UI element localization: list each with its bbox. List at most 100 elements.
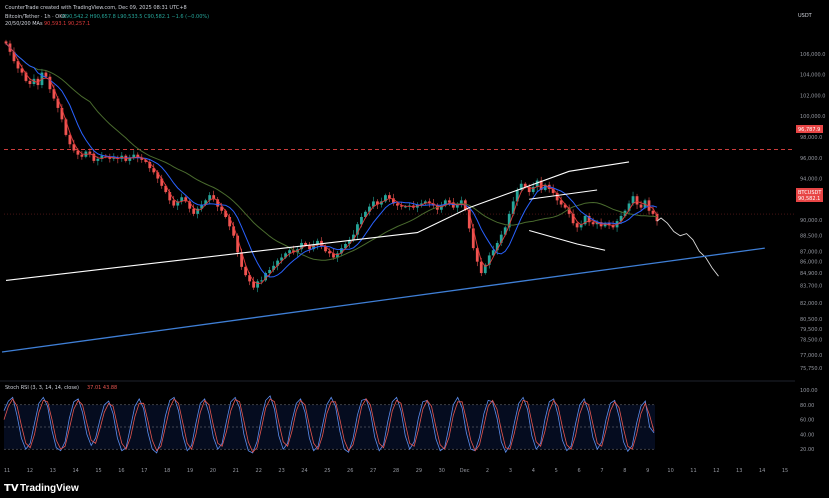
candle [48, 73, 52, 93]
candle [140, 154, 144, 163]
candle-body [212, 195, 216, 200]
price-tick: 90,000.0 [800, 218, 822, 224]
price-tick: 94,000.0 [800, 177, 822, 183]
candle-body [80, 154, 84, 157]
candle-body [471, 228, 475, 249]
candle-body [216, 199, 220, 207]
candle-body [587, 215, 591, 223]
candle [148, 158, 152, 172]
candle-body [579, 224, 583, 228]
candle [168, 189, 172, 205]
candle [555, 190, 559, 205]
candle [571, 209, 575, 226]
rising-channel-upper [469, 161, 630, 209]
candle [388, 192, 391, 203]
stoch-tick: 60.00 [800, 418, 814, 424]
price-axis[interactable]: 106,000.0 104,000.0 102,000.0 100,000.0 98,0… [800, 52, 825, 372]
price-tick: 86,000.0 [800, 260, 822, 266]
candle-body [60, 107, 64, 120]
candle [467, 206, 471, 233]
stoch-tick: 80.00 [800, 403, 814, 409]
candle-body [356, 224, 359, 235]
candle-body [268, 269, 271, 274]
stoch-tick: 20.00 [800, 447, 814, 453]
candle-body [503, 227, 507, 235]
candle-body [112, 157, 116, 159]
candle [551, 184, 555, 196]
time-tick: 7 [600, 468, 603, 474]
time-tick: 30 [439, 468, 445, 474]
tv-logo-icon: 𝗧𝗩 [4, 483, 19, 494]
candle-body [344, 243, 347, 249]
candle [419, 199, 423, 208]
candle [384, 193, 387, 203]
candle [368, 203, 371, 216]
time-tick: 16 [118, 468, 124, 474]
candle-body [336, 253, 339, 258]
candle-body [380, 201, 383, 205]
time-tick: Dec [460, 468, 470, 474]
candle [268, 266, 271, 277]
candle-body [399, 205, 403, 207]
candle-body [372, 201, 375, 207]
candle-body [208, 195, 212, 201]
currency-label[interactable]: USDT [798, 13, 813, 19]
candle [487, 252, 491, 269]
time-tick: 5 [555, 468, 558, 474]
candle [200, 200, 204, 212]
candle-body [68, 134, 72, 145]
candle-body [144, 159, 148, 162]
candle [108, 153, 112, 163]
candle-body [627, 203, 631, 211]
price-tick: 80,500.0 [800, 317, 822, 323]
candle-body [140, 157, 144, 160]
ohlc-values: O90,542.2 H90,657.8 L90,533.5 C90,582.1 … [62, 14, 209, 20]
candle-body [228, 216, 232, 227]
candle-body [539, 180, 543, 190]
candle [475, 245, 479, 267]
candle-body [423, 201, 427, 204]
candle [244, 265, 248, 277]
candle-body [392, 198, 395, 204]
candle-body [487, 255, 491, 265]
price-tick: 84,900.0 [800, 271, 822, 277]
stoch-rsi-pane[interactable]: 100.00 80.00 60.00 40.00 20.00 [3, 388, 818, 454]
tradingview-logo[interactable]: 𝗧𝗩 TradingView [4, 483, 79, 494]
candle [567, 204, 571, 218]
candle [228, 213, 232, 231]
price-pane[interactable] [1, 39, 795, 353]
candle-body [248, 275, 252, 282]
candle-body [439, 205, 443, 210]
candle [212, 190, 216, 202]
candle-body [220, 206, 224, 211]
price-tick: 79,500.0 [800, 327, 822, 333]
candle-body [360, 216, 363, 225]
price-tick: 102,000.0 [800, 93, 825, 99]
candle [348, 236, 351, 248]
stoch-rsi-label[interactable]: Stoch RSI (3, 3, 14, 14, close) [5, 385, 79, 391]
candle-body [507, 213, 511, 228]
candle-body [100, 155, 104, 159]
time-tick: 18 [164, 468, 170, 474]
candle [24, 71, 28, 83]
stoch-tick: 100.00 [800, 388, 818, 394]
time-axis[interactable]: 11 12 13 14 15 16 17 18 19 20 21 22 23 24 25 26 27 28 29 30… [4, 468, 788, 474]
symbol-title[interactable]: Bitcoin/Tether · 1h · OKX [5, 14, 66, 20]
time-tick: 11 [690, 468, 696, 474]
candle [356, 221, 359, 240]
candle-body [184, 197, 188, 202]
candle-body [531, 186, 535, 193]
candle-body [232, 226, 236, 236]
svg-text:96,787.9: 96,787.9 [798, 127, 820, 133]
candle-body [76, 150, 80, 155]
candle-body [455, 204, 459, 208]
candle-body [328, 251, 331, 254]
ma-indicator-label[interactable]: 20/50/200 MAs [5, 21, 43, 27]
candle [507, 210, 511, 232]
time-tick: 12 [27, 468, 33, 474]
candle [160, 174, 164, 189]
candle [132, 150, 136, 161]
wedge-upper [529, 189, 598, 200]
time-tick: 14 [759, 468, 765, 474]
time-tick: 9 [646, 468, 649, 474]
